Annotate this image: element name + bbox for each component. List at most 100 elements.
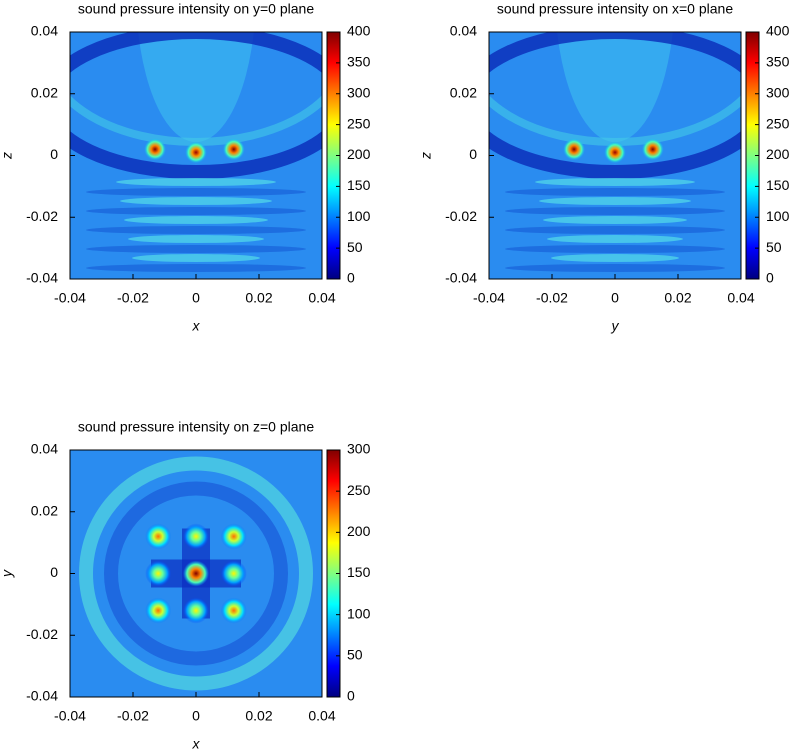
peak <box>185 141 207 164</box>
y-tick-label: -0.04 <box>26 688 58 704</box>
colorbar-tick-label: 250 <box>347 115 371 131</box>
y-tick-label: -0.02 <box>26 208 58 224</box>
y-axis-label: y <box>0 569 15 578</box>
x-tick-label: 0.02 <box>245 708 272 724</box>
colorbar-tick-label: 300 <box>347 84 371 100</box>
fringe <box>505 188 725 196</box>
fringe <box>86 207 306 215</box>
x-tick-label: -0.02 <box>117 708 149 724</box>
y-axis-label: z <box>418 152 434 160</box>
x-tick-label: -0.04 <box>54 708 86 724</box>
chart-title: sound pressure intensity on z=0 plane <box>78 419 314 435</box>
y-tick-label: 0.02 <box>31 84 58 100</box>
peak <box>183 597 209 624</box>
y-tick-label: -0.02 <box>26 626 58 642</box>
colorbar-tick-label: 0 <box>766 270 774 286</box>
fringe <box>116 178 276 186</box>
fringe <box>505 207 725 215</box>
x-tick-label: 0 <box>192 290 200 306</box>
peak <box>220 523 247 550</box>
colorbar-tick-label: 200 <box>347 146 371 162</box>
peak <box>604 141 626 164</box>
fringe <box>138 32 254 142</box>
y-tick-label: 0.02 <box>450 84 477 100</box>
fringe <box>124 216 268 224</box>
y-tick-label: 0.04 <box>450 23 477 39</box>
peak <box>563 138 586 161</box>
x-tick-label: 0.02 <box>245 290 272 306</box>
dark-arc <box>489 32 741 179</box>
heatmap-field <box>70 32 322 279</box>
colorbar-tick-label: 400 <box>347 23 371 39</box>
colorbar-tick-label: 200 <box>347 523 371 539</box>
y-tick-label: -0.04 <box>26 270 58 286</box>
colorbar-tick-label: 150 <box>347 177 371 193</box>
y-tick-label: -0.02 <box>445 208 477 224</box>
colorbar-tick-label: 300 <box>347 441 371 457</box>
y-tick-label: 0.04 <box>31 23 58 39</box>
y-tick-label: 0.02 <box>31 502 58 518</box>
fringe <box>543 216 687 224</box>
x-tick-label: 0 <box>192 708 200 724</box>
peak <box>144 138 167 161</box>
colorbar-tick-label: 100 <box>347 208 371 224</box>
y-tick-label: 0 <box>469 146 477 162</box>
colorbar-tick-label: 100 <box>766 208 790 224</box>
fringe <box>128 235 264 243</box>
fringe <box>551 254 679 262</box>
colorbar-tick-label: 350 <box>347 54 371 70</box>
colorbar-tick-label: 100 <box>347 605 371 621</box>
fringe <box>86 245 306 253</box>
fringe <box>86 188 306 196</box>
colorbar-tick-label: 150 <box>347 564 371 580</box>
fringe <box>505 264 725 272</box>
y-tick-label: 0.04 <box>31 441 58 457</box>
x-tick-label: 0 <box>611 290 619 306</box>
chart-title: sound pressure intensity on x=0 plane <box>497 1 733 17</box>
heatmap-field <box>70 450 322 697</box>
dark-arc <box>70 32 322 179</box>
fringe <box>539 197 691 205</box>
peak <box>641 138 664 161</box>
fringe <box>557 32 673 142</box>
colorbar-tick-label: 50 <box>766 239 782 255</box>
peak <box>145 523 172 550</box>
fringe <box>547 235 683 243</box>
colorbar-tick-label: 300 <box>766 84 790 100</box>
x-tick-label: -0.02 <box>117 290 149 306</box>
colorbar-tick-label: 400 <box>766 23 790 39</box>
x-tick-label: 0.04 <box>727 290 754 306</box>
y-axis-label: z <box>0 152 15 160</box>
y-tick-label: 0 <box>50 564 58 580</box>
fringe <box>86 264 306 272</box>
peak <box>183 523 209 550</box>
colorbar-tick-label: 50 <box>347 647 363 663</box>
chart-title: sound pressure intensity on y=0 plane <box>78 1 314 17</box>
peak <box>220 560 247 587</box>
colorbar-tick-label: 350 <box>766 54 790 70</box>
fringe <box>86 226 306 234</box>
peak <box>222 138 245 161</box>
colorbar-tick-label: 150 <box>766 177 790 193</box>
fringe <box>132 254 260 262</box>
x-tick-label: 0.04 <box>308 290 335 306</box>
colorbar-tick-label: 250 <box>766 115 790 131</box>
x-axis-label: x <box>192 736 201 751</box>
peak <box>183 560 209 587</box>
x-tick-label: 0.02 <box>664 290 691 306</box>
colorbar-tick-label: 200 <box>766 146 790 162</box>
y-tick-label: 0 <box>50 146 58 162</box>
peak <box>220 597 247 624</box>
x-tick-label: -0.02 <box>536 290 568 306</box>
x-axis-label: x <box>192 318 201 334</box>
y-tick-label: -0.04 <box>445 270 477 286</box>
fringe <box>120 197 272 205</box>
x-tick-label: 0.04 <box>308 708 335 724</box>
x-tick-label: -0.04 <box>473 290 505 306</box>
colorbar-tick-label: 250 <box>347 482 371 498</box>
x-tick-label: -0.04 <box>54 290 86 306</box>
heatmap-field <box>489 32 741 279</box>
colorbar-tick-label: 0 <box>347 688 355 704</box>
fringe <box>505 245 725 253</box>
